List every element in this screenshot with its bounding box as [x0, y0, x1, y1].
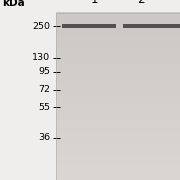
Text: 95: 95 [38, 68, 50, 76]
Text: 55: 55 [38, 103, 50, 112]
Text: 72: 72 [38, 86, 50, 94]
Text: 250: 250 [32, 22, 50, 31]
Bar [56, 13, 180, 180]
Text: 2: 2 [138, 0, 145, 6]
Bar [123, 24, 180, 28]
Bar [62, 24, 116, 28]
Text: kDa: kDa [2, 0, 24, 8]
Text: 1: 1 [91, 0, 98, 6]
Text: 130: 130 [32, 53, 50, 62]
Text: 36: 36 [38, 133, 50, 142]
